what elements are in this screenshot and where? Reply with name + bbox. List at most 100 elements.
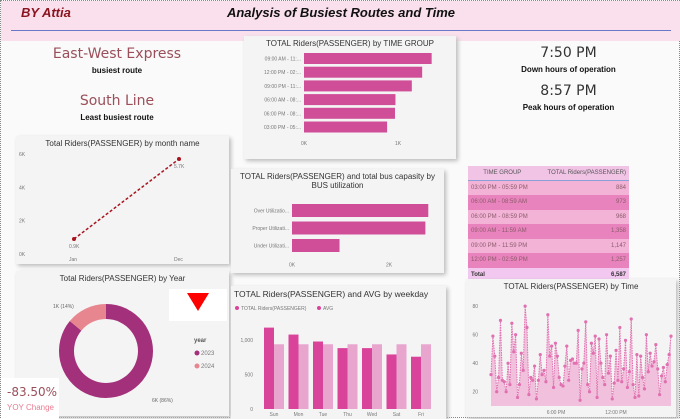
bar	[337, 348, 348, 409]
y-tick-label: 0	[250, 407, 253, 413]
y-tick-label: 0K	[19, 252, 26, 258]
header-divider	[11, 30, 671, 31]
table-row[interactable]: 06:00 PM - 08:59 PM 968	[468, 209, 629, 224]
data-point	[620, 380, 624, 384]
legend-marker	[235, 306, 239, 310]
data-point	[658, 392, 662, 397]
bus-utilization-chart[interactable]: TOTAL Riders(PASSENGER) and total bus ca…	[231, 169, 444, 273]
time-area-chart[interactable]: TOTAL Riders(PASSENGER) by Time 20 40 60 80…	[466, 279, 676, 417]
x-tick-label: Sat	[393, 412, 401, 418]
timegroup-bar-chart[interactable]: TOTAL Riders(PASSENGER) by TIME GROUP 09…	[244, 36, 456, 159]
bar	[292, 221, 426, 235]
data-point	[546, 313, 550, 317]
legend-label: 2023	[201, 351, 215, 357]
bar	[304, 53, 432, 64]
table-row[interactable]: 06:00 AM - 08:59 AM 973	[468, 195, 629, 210]
data-point	[629, 317, 633, 321]
data-point	[635, 353, 639, 357]
data-point	[618, 325, 622, 330]
bar	[298, 344, 309, 409]
data-point	[565, 344, 569, 348]
data-point	[595, 395, 599, 400]
data-point	[512, 350, 516, 354]
kpi-peak-hours[interactable]: 8:57 PM Peak hours of operation	[456, 83, 680, 128]
legend-label: AVG	[323, 306, 333, 312]
y-tick-label: 60	[472, 333, 478, 339]
data-point	[514, 333, 518, 337]
table-row[interactable]: 09:00 AM - 11:59 AM 1,358	[468, 224, 629, 239]
data-point	[532, 364, 537, 368]
data-point	[640, 375, 645, 380]
legend-marker	[317, 306, 321, 310]
kpi-down-hours[interactable]: 7:50 PM Down hours of operation	[456, 41, 680, 81]
legend-marker	[194, 350, 200, 356]
data-point	[601, 375, 605, 380]
data-point	[72, 237, 76, 241]
data-point	[616, 378, 620, 382]
data-point	[563, 364, 567, 368]
table-row[interactable]: 12:00 PM - 02:59 PM 1,257	[468, 253, 629, 268]
x-tick-label: Wed	[367, 412, 377, 418]
data-point	[646, 370, 650, 374]
data-point	[542, 368, 546, 372]
y-tick-label: 500	[245, 373, 254, 379]
data-point	[540, 373, 544, 377]
data-point	[504, 390, 508, 394]
bar	[304, 94, 396, 106]
legend-label: 2024	[201, 364, 215, 370]
bar	[323, 344, 333, 409]
riders-cell: 968	[615, 213, 626, 220]
riders-cell: 1,147	[610, 242, 626, 249]
bar	[347, 344, 358, 409]
data-point	[580, 367, 584, 371]
timegroup-table[interactable]: TIME GROUP TOTAL Riders(PASSENGER) 03:00 …	[468, 166, 629, 282]
category-label: 03:00 PM - 05:...	[264, 125, 301, 131]
data-point	[529, 375, 533, 380]
weekday-bar-chart[interactable]: TOTAL Riders(PASSENGER) and AVG by weekd…	[231, 286, 446, 419]
chart-title: TOTAL Riders(PASSENGER) by TIME GROUP	[265, 39, 435, 48]
column-header[interactable]: TOTAL Riders(PASSENGER)	[536, 166, 629, 181]
data-point	[587, 390, 592, 394]
data-point	[654, 343, 658, 347]
time-group-cell: 09:00 AM - 11:59 AM	[471, 228, 527, 235]
chart-title: Total Riders(PASSENGER) by month name	[45, 139, 200, 148]
x-tick-label: 6:00 PM	[547, 410, 566, 416]
y-tick-label: 1,000	[240, 338, 253, 344]
x-tick-label: Fri	[418, 412, 424, 418]
bar	[274, 344, 284, 409]
data-point	[667, 353, 671, 357]
y-tick-label: 40	[472, 361, 478, 367]
riders-cell: 1,358	[610, 228, 626, 235]
riders-cell: 884	[615, 185, 626, 191]
data-point	[177, 157, 181, 161]
data-point	[561, 384, 565, 388]
data-point	[519, 351, 523, 355]
data-point	[631, 383, 635, 387]
bar	[304, 66, 423, 78]
data-point	[489, 373, 493, 377]
month-line-chart[interactable]: Total Riders(PASSENGER) by month name 0K…	[16, 136, 229, 264]
data-point	[652, 360, 656, 364]
kpi-busiest-route[interactable]: East-West Express busiest route	[6, 41, 228, 103]
time-group-cell: 12:00 PM - 02:59 PM	[471, 257, 528, 264]
kpi-value: 7:50 PM	[540, 45, 597, 61]
time-group-cell: 03:00 PM - 05:59 PM	[471, 185, 528, 191]
kpi-yoy-change[interactable]: -83.50% YOY Change	[1, 378, 59, 419]
bar	[288, 334, 299, 409]
kpi-least-route[interactable]: South Line Least busiest route	[6, 89, 228, 129]
table-row[interactable]: 09:00 PM - 11:59 PM 1,147	[468, 238, 629, 253]
data-point	[584, 320, 588, 324]
total-value: 6,587	[610, 271, 626, 278]
column-header[interactable]: TIME GROUP	[468, 166, 537, 181]
kpi-value: -83.50%	[7, 385, 58, 399]
data-point	[498, 318, 503, 322]
data-point	[536, 378, 540, 382]
table-row[interactable]: 03:00 PM - 05:59 PM 884	[468, 180, 629, 195]
data-point	[586, 383, 590, 387]
data-point	[548, 354, 552, 358]
x-tick-label: Jan	[69, 257, 77, 263]
bar	[264, 327, 274, 409]
data-point	[612, 381, 616, 385]
data-point	[551, 385, 556, 390]
data-point	[622, 367, 626, 371]
